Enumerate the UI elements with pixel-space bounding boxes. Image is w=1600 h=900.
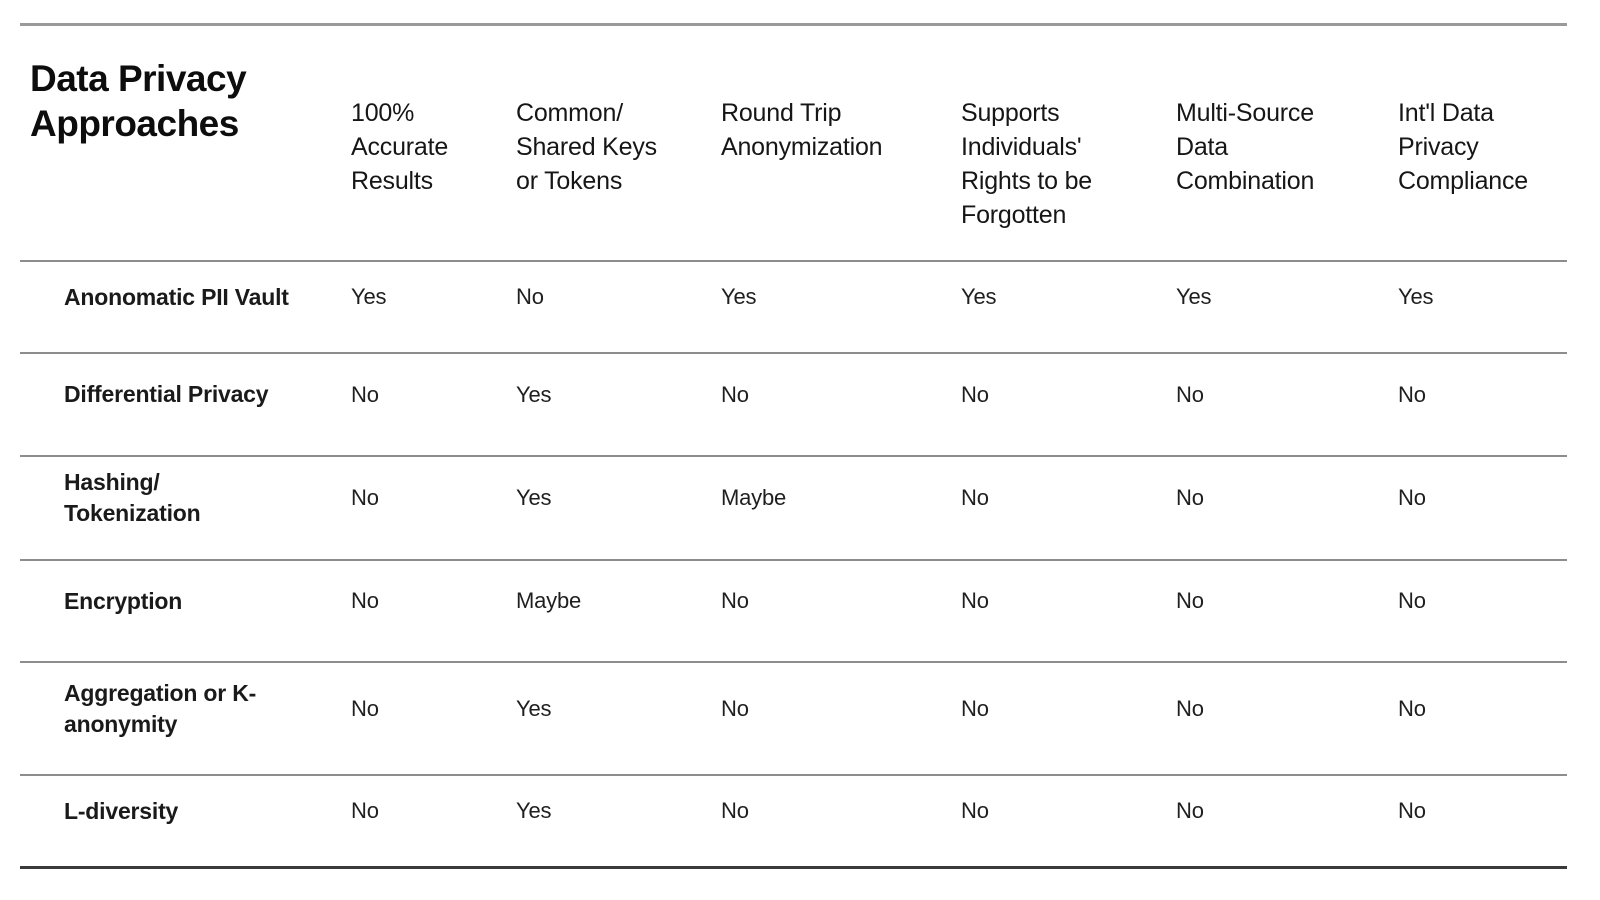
table-row: Encryption No Maybe No No No No bbox=[20, 559, 1567, 661]
column-header: Round Trip Anonymization bbox=[721, 99, 883, 161]
cell-value: No bbox=[351, 588, 379, 613]
cell-value: No bbox=[721, 695, 749, 721]
cell-value: No bbox=[1176, 695, 1204, 721]
cell-value: No bbox=[961, 695, 989, 721]
cell-value: No bbox=[1176, 588, 1204, 613]
cell-value: No bbox=[721, 588, 749, 613]
row-label: L-diversity bbox=[64, 797, 179, 824]
cell-value: No bbox=[351, 381, 379, 407]
cell-value: No bbox=[351, 695, 379, 721]
column-header: Common/ Shared Keys or Tokens bbox=[516, 99, 657, 195]
cell-value: Yes bbox=[721, 284, 757, 309]
column-header: Int'l Data Privacy Compliance bbox=[1398, 99, 1529, 195]
cell-value: No bbox=[961, 588, 989, 613]
cell-value: No bbox=[1398, 695, 1426, 721]
cell-value: No bbox=[721, 381, 749, 407]
row-label: Anonomatic PII Vault bbox=[64, 283, 289, 310]
table-row: Anonomatic PII Vault Yes No Yes Yes Yes Yes bbox=[20, 260, 1567, 352]
table-row: Differential Privacy No Yes No No No No bbox=[20, 352, 1567, 455]
cell-value: No bbox=[1398, 381, 1426, 407]
cell-value: Yes bbox=[1176, 284, 1212, 309]
column-header: 100% Accurate Results bbox=[351, 99, 449, 195]
cell-value: No bbox=[961, 798, 989, 823]
cell-value: No bbox=[1176, 485, 1204, 510]
cell-value: Yes bbox=[351, 284, 387, 309]
data-privacy-table: Data Privacy Approaches 100% Accurate Re… bbox=[20, 23, 1567, 869]
cell-value: Maybe bbox=[721, 485, 787, 510]
cell-value: No bbox=[1176, 798, 1204, 823]
table-row: L-diversity No Yes No No No No bbox=[20, 774, 1567, 866]
column-header: Supports Individuals' Rights to be Forgo… bbox=[961, 99, 1093, 229]
cell-value: Yes bbox=[516, 485, 552, 510]
cell-value: No bbox=[516, 284, 544, 309]
cell-value: No bbox=[1398, 588, 1426, 613]
table-header-row: Data Privacy Approaches 100% Accurate Re… bbox=[20, 26, 1567, 260]
column-header: Multi-Source Data Combination bbox=[1176, 99, 1315, 195]
cell-value: Yes bbox=[516, 695, 552, 721]
row-label: Hashing/ Tokenization bbox=[64, 469, 201, 526]
cell-value: No bbox=[961, 485, 989, 510]
cell-value: Yes bbox=[1398, 284, 1434, 309]
cell-value: No bbox=[1176, 381, 1204, 407]
table-row: Hashing/ Tokenization No Yes Maybe No No No bbox=[20, 455, 1567, 559]
table-body: Anonomatic PII Vault Yes No Yes Yes Yes Yes Dif… bbox=[20, 260, 1567, 866]
cell-value: No bbox=[1398, 485, 1426, 510]
cell-value: No bbox=[721, 798, 749, 823]
cell-value: Yes bbox=[516, 381, 552, 407]
row-label: Encryption bbox=[64, 587, 183, 614]
page-title: Data Privacy Approaches bbox=[30, 58, 247, 144]
cell-value: No bbox=[1398, 798, 1426, 823]
cell-value: No bbox=[351, 798, 379, 823]
row-label: Aggregation or K- anonymity bbox=[64, 679, 257, 737]
cell-value: Yes bbox=[961, 284, 997, 309]
cell-value: Yes bbox=[516, 798, 552, 823]
cell-value: No bbox=[351, 485, 379, 510]
cell-value: No bbox=[961, 381, 989, 407]
cell-value: Maybe bbox=[516, 588, 582, 613]
table-row: Aggregation or K- anonymity No Yes No No No No bbox=[20, 661, 1567, 774]
row-label: Differential Privacy bbox=[64, 381, 269, 407]
